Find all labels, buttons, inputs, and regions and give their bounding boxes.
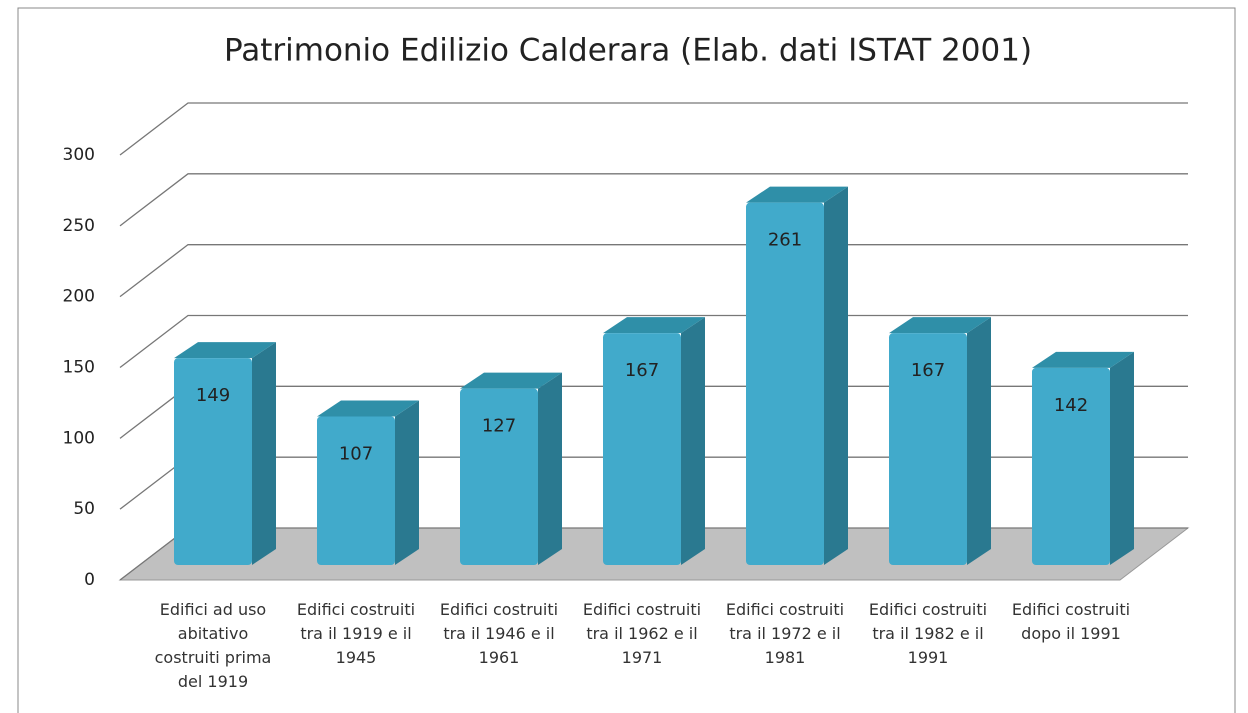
- bar-top: [1032, 351, 1134, 368]
- bar-top: [603, 317, 705, 334]
- bar-side: [538, 372, 562, 565]
- value-label: 167: [911, 360, 945, 381]
- value-label: 127: [482, 416, 516, 437]
- bar-top: [174, 342, 276, 359]
- bar-side: [252, 342, 276, 565]
- x-tick-label: Edifici costruiti tra il 1962 e il 1971: [582, 600, 702, 667]
- y-tick-label: 50: [73, 499, 95, 519]
- y-tick-label: 200: [63, 287, 95, 307]
- bar: [603, 333, 681, 565]
- y-tick-label: 150: [63, 358, 95, 378]
- x-tick-label: Edifici costruiti tra il 1982 e il 1991: [868, 600, 988, 667]
- y-tick-label: 300: [63, 145, 95, 165]
- bar-side: [824, 186, 848, 565]
- y-tick-label: 100: [63, 428, 95, 448]
- value-label: 261: [768, 230, 802, 251]
- bar-top: [746, 186, 848, 203]
- bar: [174, 358, 252, 565]
- bar-side: [395, 400, 419, 565]
- bar: [889, 333, 967, 565]
- bar: [460, 388, 538, 565]
- frame: [17, 7, 1236, 713]
- chart-title: Patrimonio Edilizio Calderara (Elab. dat…: [224, 33, 1032, 69]
- grid-line: [119, 102, 1188, 156]
- value-label: 149: [196, 385, 230, 406]
- bar: [746, 202, 824, 565]
- bar-side: [681, 317, 705, 565]
- y-tick-label: 0: [84, 570, 95, 590]
- bar: [1032, 367, 1110, 565]
- value-label: 107: [339, 443, 373, 464]
- bar-side: [967, 317, 991, 565]
- bar-top: [317, 400, 419, 417]
- x-tick-label: Edifici ad uso abitativo costruiti prima…: [154, 600, 272, 691]
- x-tick-label: Edifici costruiti tra il 1946 e il 1961: [439, 600, 559, 667]
- grid-line: [119, 173, 1188, 227]
- x-tick-label: Edifici costruiti tra il 1919 e il 1945: [296, 600, 416, 667]
- x-tick-label: Edifici costruiti tra il 1972 e il 1981: [725, 600, 845, 667]
- x-tick-label: Edifici costruiti dopo il 1991: [1011, 600, 1131, 643]
- value-label: 167: [625, 360, 659, 381]
- bar: [317, 416, 395, 565]
- bar-top: [889, 317, 991, 334]
- bar-side: [1110, 351, 1134, 565]
- grid-line: [119, 314, 1188, 369]
- value-label: 142: [1054, 395, 1088, 416]
- bar-top: [460, 372, 562, 389]
- grid-line: [119, 244, 1188, 298]
- y-tick-label: 250: [63, 216, 95, 236]
